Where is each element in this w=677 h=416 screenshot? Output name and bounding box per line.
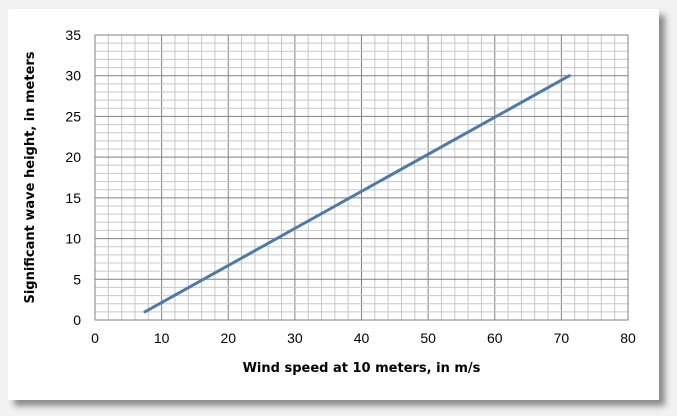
y-tick-label: 35 bbox=[65, 27, 81, 43]
line-chart: 0 10 20 30 40 50 60 70 80 0 5 10 15 20 25 30 35 Wind spe… bbox=[23, 27, 636, 376]
tick-labels: 0 10 20 30 40 50 60 70 80 0 5 10 15 20 25 30 35 bbox=[65, 27, 636, 346]
x-tick-label: 40 bbox=[354, 330, 370, 346]
y-tick-label: 20 bbox=[65, 149, 81, 165]
y-tick-label: 0 bbox=[73, 312, 81, 328]
x-tick-label: 60 bbox=[487, 330, 503, 346]
y-tick-label: 30 bbox=[65, 68, 81, 84]
x-tick-label: 30 bbox=[287, 330, 303, 346]
x-axis-title: Wind speed at 10 meters, in m/s bbox=[243, 361, 481, 376]
chart-frame: 0 10 20 30 40 50 60 70 80 0 5 10 15 20 25 30 35 Wind spe… bbox=[8, 9, 659, 400]
x-tick-label: 80 bbox=[620, 330, 636, 346]
y-tick-label: 15 bbox=[65, 190, 81, 206]
x-tick-label: 0 bbox=[91, 330, 99, 346]
y-tick-label: 10 bbox=[65, 231, 81, 247]
series-line bbox=[143, 74, 571, 314]
y-tick-label: 25 bbox=[65, 108, 81, 124]
x-tick-label: 10 bbox=[154, 330, 170, 346]
y-axis-title: Significant wave height, in meters bbox=[23, 51, 38, 303]
plot-area-border bbox=[94, 34, 629, 321]
x-tick-label: 50 bbox=[420, 330, 436, 346]
x-tick-label: 20 bbox=[220, 330, 236, 346]
grid bbox=[94, 34, 629, 321]
y-tick-label: 5 bbox=[73, 271, 81, 287]
x-tick-label: 70 bbox=[554, 330, 570, 346]
series bbox=[143, 74, 571, 314]
